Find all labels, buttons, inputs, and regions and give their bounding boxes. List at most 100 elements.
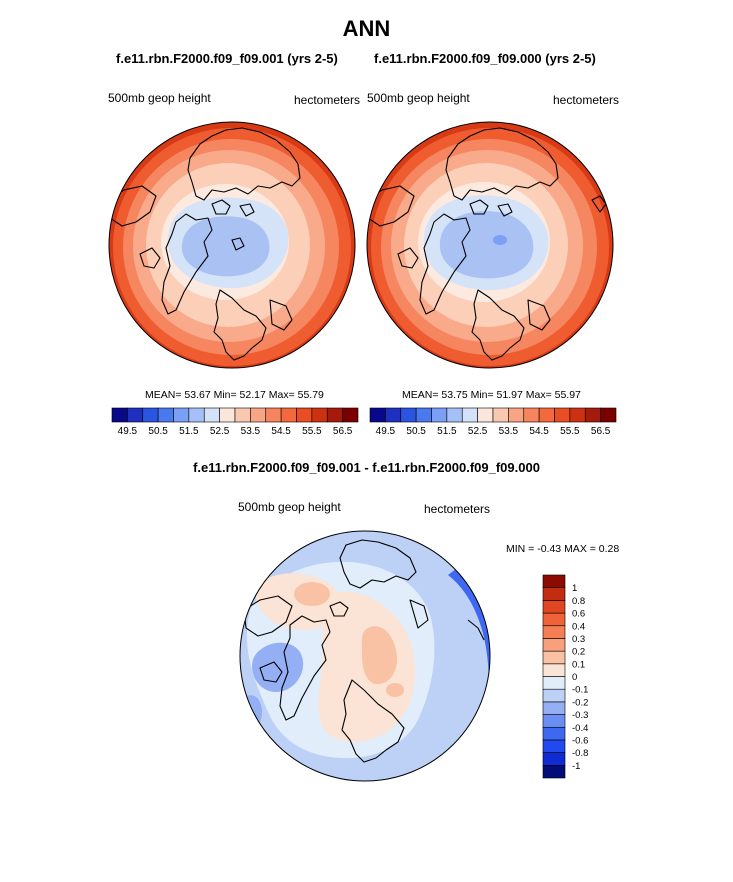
diff-colorbar-swatch xyxy=(542,726,566,741)
right-colorbar-tick: 49.5 xyxy=(376,426,396,437)
diff-colorbar-swatch xyxy=(542,574,566,588)
left-map xyxy=(108,121,356,369)
diff-map-fill xyxy=(240,531,490,781)
right-coastlines xyxy=(367,125,607,361)
diff-map-boundary xyxy=(239,530,491,782)
diff-colorbar-swatch xyxy=(542,714,566,728)
left-colorbar-swatch xyxy=(142,407,159,423)
diff-colorbar-swatch xyxy=(542,752,566,766)
diff-colorbar-tick: -0.8 xyxy=(572,748,588,759)
right-panel-title: f.e11.rbn.F2000.f09_f09.000 (yrs 2-5) xyxy=(374,51,596,66)
left-colorbar-swatch xyxy=(265,407,282,423)
right-variable-label: 500mb geop height xyxy=(367,91,470,105)
diff-colorbar-swatch xyxy=(542,638,566,652)
left-colorbar-tick: 49.5 xyxy=(118,426,138,437)
diff-colorbar-tick: 0.1 xyxy=(572,659,585,670)
left-colorbar-swatch xyxy=(280,407,297,423)
left-colorbar-swatch xyxy=(250,407,267,423)
right-colorbar-swatch xyxy=(584,407,601,423)
right-colorbar-swatch xyxy=(477,407,494,423)
right-colorbar-swatch xyxy=(508,407,525,423)
right-colorbar-tick: 53.5 xyxy=(499,426,519,437)
right-colorbar-swatch xyxy=(400,407,417,423)
diff-colorbar-tick: -0.1 xyxy=(572,685,588,696)
diff-colorbar-swatch xyxy=(542,650,566,665)
right-stats: MEAN= 53.75 Min= 51.97 Max= 55.97 xyxy=(402,389,581,401)
right-map-boundary xyxy=(366,121,614,369)
left-units-label: hectometers xyxy=(294,93,361,107)
diff-colorbar-swatch xyxy=(542,663,566,677)
diff-colorbar-tick: 0.2 xyxy=(572,647,585,658)
left-colorbar-tick: 51.5 xyxy=(179,426,199,437)
left-colorbar-swatch xyxy=(188,407,205,423)
right-colorbar-swatch xyxy=(569,407,586,423)
left-stats: MEAN= 53.67 Min= 52.17 Max= 55.79 xyxy=(145,389,324,401)
right-colorbar-swatch xyxy=(523,407,540,423)
right-colorbar-tick: 50.5 xyxy=(406,426,426,437)
left-colorbar-swatch xyxy=(342,407,359,423)
left-colorbar: 49.5 50.5 51.5 52.5 53.5 54.5 55.5 56.5 xyxy=(111,407,359,437)
diff-colorbar-tick: 0.8 xyxy=(572,596,585,607)
diff-colorbar: -1-0.8-0.6-0.4-0.3-0.2-0.100.10.20.30.40… xyxy=(542,574,588,779)
right-colorbar-tick: 52.5 xyxy=(468,426,488,437)
diff-colorbar-tick: -1 xyxy=(572,761,580,772)
diff-colorbar-tick: 0.6 xyxy=(572,609,585,620)
left-colorbar-tick: 56.5 xyxy=(333,426,353,437)
diff-colorbar-tick: -0.4 xyxy=(572,723,588,734)
diff-units-label: hectometers xyxy=(424,502,491,516)
left-colorbar-tick: 52.5 xyxy=(210,426,230,437)
left-colorbar-tick: 54.5 xyxy=(271,426,291,437)
right-colorbar-swatch xyxy=(600,407,617,423)
right-map xyxy=(366,121,614,369)
diff-colorbar-tick: 1 xyxy=(572,583,577,594)
left-variable-label: 500mb geop height xyxy=(108,91,211,105)
diff-minmax: MIN = -0.43 MAX = 0.28 xyxy=(506,543,620,555)
right-units-label: hectometers xyxy=(553,93,620,107)
left-map-boundary xyxy=(108,121,356,369)
left-colorbar-swatch xyxy=(296,407,313,423)
left-colorbar-swatch xyxy=(219,407,236,423)
right-colorbar-swatch xyxy=(431,407,448,423)
left-colorbar-tick: 50.5 xyxy=(148,426,168,437)
diff-colorbar-swatch xyxy=(542,625,566,639)
left-colorbar-swatch xyxy=(311,407,328,423)
right-colorbar-swatch xyxy=(461,407,478,423)
left-colorbar-swatch xyxy=(157,407,174,423)
diff-colorbar-tick: -0.2 xyxy=(572,697,588,708)
diff-colorbar-swatch xyxy=(542,688,566,703)
right-colorbar-tick: 56.5 xyxy=(591,426,611,437)
diff-colorbar-tick: -0.3 xyxy=(572,710,588,721)
right-colorbar-swatch xyxy=(446,407,463,423)
right-colorbar-tick: 54.5 xyxy=(529,426,549,437)
diff-colorbar-swatch xyxy=(542,587,566,601)
diff-colorbar-swatch xyxy=(542,612,566,627)
left-colorbar-tick: 55.5 xyxy=(302,426,322,437)
diff-colorbar-swatch xyxy=(542,701,566,715)
diff-colorbar-swatch xyxy=(542,765,566,779)
left-colorbar-swatch xyxy=(127,407,144,423)
right-colorbar-tick: 55.5 xyxy=(560,426,580,437)
left-colorbar-swatch xyxy=(111,407,128,423)
left-colorbar-swatch xyxy=(203,407,220,423)
left-colorbar-swatch xyxy=(326,407,343,423)
left-map-fill xyxy=(109,122,355,368)
diff-colorbar-tick: 0.3 xyxy=(572,634,585,645)
page-title: ANN xyxy=(342,16,391,41)
left-colorbar-tick: 53.5 xyxy=(241,426,261,437)
diff-colorbar-swatch xyxy=(542,739,566,753)
right-colorbar-tick: 51.5 xyxy=(437,426,457,437)
left-colorbar-swatch xyxy=(234,407,251,423)
diff-colorbar-tick: 0.4 xyxy=(572,621,585,632)
left-colorbar-swatch xyxy=(173,407,190,423)
diff-colorbar-swatch xyxy=(542,600,566,614)
right-map-fill xyxy=(367,122,613,368)
diff-colorbar-swatch xyxy=(542,676,566,690)
diff-colorbar-tick: 0 xyxy=(572,672,577,683)
right-colorbar-swatch xyxy=(554,407,571,423)
colorbars: 49.5 50.5 51.5 52.5 53.5 54.5 55.5 56.5 49.5 50.5… xyxy=(111,407,617,779)
diff-map xyxy=(239,530,491,782)
right-colorbar-swatch xyxy=(385,407,402,423)
right-colorbar-swatch xyxy=(415,407,432,423)
diff-variable-label: 500mb geop height xyxy=(238,500,341,514)
